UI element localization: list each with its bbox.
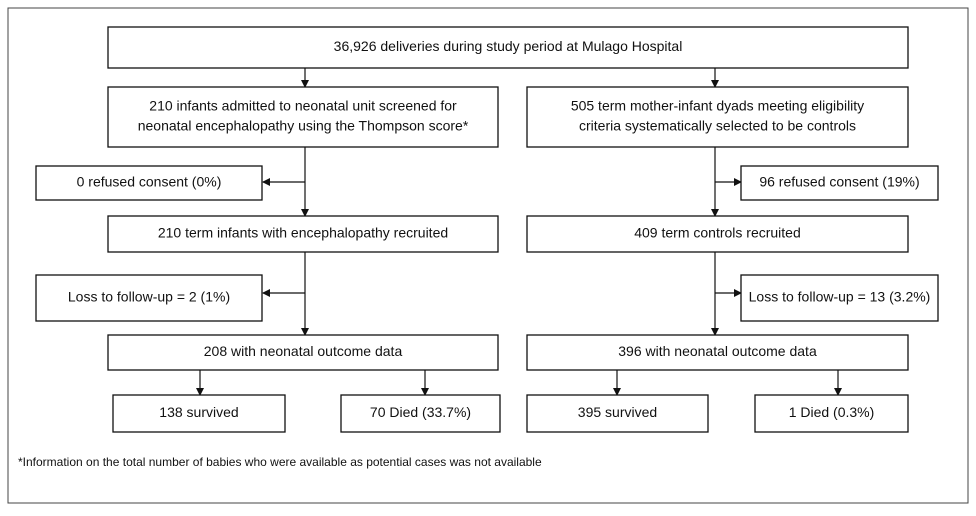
node-box	[107, 26, 909, 69]
node-label: 396 with neonatal outcome data	[618, 343, 817, 359]
node-box	[107, 334, 499, 371]
node-label: 0 refused consent (0%)	[77, 174, 222, 190]
node-box	[526, 394, 709, 433]
node-label: neonatal encephalopathy using the Thomps…	[138, 118, 469, 134]
node-box	[740, 165, 939, 201]
node-label: 36,926 deliveries during study period at…	[334, 38, 683, 54]
node-label: criteria systematically selected to be c…	[579, 118, 856, 134]
node-label: 409 term controls recruited	[634, 225, 801, 241]
node-box	[526, 86, 909, 148]
node-box	[526, 215, 909, 253]
node-label: 96 refused consent (19%)	[759, 174, 919, 190]
node-box	[35, 165, 263, 201]
node-label: Loss to follow-up = 2 (1%)	[68, 289, 230, 305]
node-box	[340, 394, 501, 433]
node-label: 210 term infants with encephalopathy rec…	[158, 225, 448, 241]
node-box	[35, 274, 263, 322]
node-label: 70 Died (33.7%)	[370, 404, 471, 420]
node-box	[740, 274, 939, 322]
node-box	[112, 394, 286, 433]
footnote: *Information on the total number of babi…	[18, 455, 542, 469]
node-box	[754, 394, 909, 433]
node-label: 138 survived	[159, 404, 238, 420]
node-label: 1 Died (0.3%)	[789, 404, 875, 420]
node-label: 208 with neonatal outcome data	[204, 343, 403, 359]
node-box	[526, 334, 909, 371]
arrows	[196, 68, 842, 396]
node-label: 395 survived	[578, 404, 657, 420]
frame	[7, 7, 969, 504]
node-label: 210 infants admitted to neonatal unit sc…	[149, 98, 457, 114]
node-box	[107, 86, 499, 148]
node-label: 505 term mother-infant dyads meeting eli…	[571, 98, 864, 114]
node-label: Loss to follow-up = 13 (3.2%)	[749, 289, 931, 305]
node-box	[107, 215, 499, 253]
